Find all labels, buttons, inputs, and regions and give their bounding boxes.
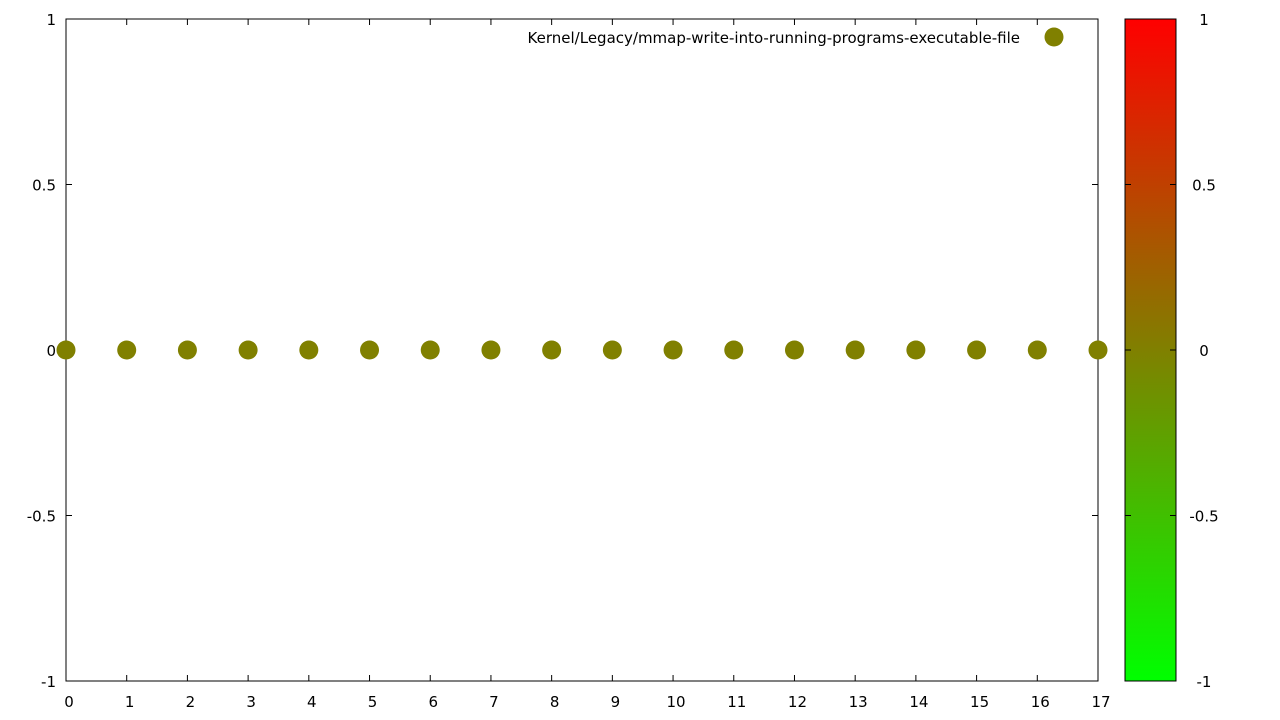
legend: Kernel/Legacy/mmap-write-into-running-pr… — [528, 27, 1064, 47]
y-tick-label: -1 — [41, 673, 56, 691]
colorbar-tick-label: -0.5 — [1189, 508, 1218, 526]
x-tick-label: 6 — [428, 693, 438, 711]
x-tick-label: 15 — [970, 693, 989, 711]
data-point — [238, 340, 258, 360]
plot-border — [65, 18, 1099, 682]
data-point — [177, 340, 197, 360]
data-point — [784, 340, 804, 360]
x-tick-label: 4 — [307, 693, 317, 711]
x-tick-label: 17 — [1091, 693, 1110, 711]
data-points — [56, 340, 1108, 360]
data-point — [117, 340, 137, 360]
x-tick-label: 14 — [909, 693, 928, 711]
x-tick-label: 5 — [368, 693, 378, 711]
x-tick-label: 8 — [550, 693, 560, 711]
colorbar-gradient — [1124, 18, 1177, 682]
x-tick-label: 0 — [64, 693, 74, 711]
data-point — [845, 340, 865, 360]
legend-marker — [1044, 27, 1064, 47]
x-tick-label: 16 — [1031, 693, 1050, 711]
x-tick-label: 12 — [788, 693, 807, 711]
x-tick-label: 2 — [186, 693, 196, 711]
x-tick-label: 1 — [125, 693, 135, 711]
data-point — [602, 340, 622, 360]
plot-area: 0 1 2 3 4 5 6 7 8 9 10 11 12 13 14 15 16 17-1-0.500.51 — [27, 11, 1111, 711]
y-tick-label: 1 — [46, 11, 56, 29]
colorbar-tick-label: -1 — [1197, 673, 1212, 691]
colorbar-tick-label: 0.5 — [1192, 177, 1216, 195]
x-tick-label: 3 — [246, 693, 256, 711]
data-point — [906, 340, 926, 360]
data-point — [56, 340, 76, 360]
data-point — [481, 340, 501, 360]
data-point — [1088, 340, 1108, 360]
data-point — [967, 340, 987, 360]
data-point — [663, 340, 683, 360]
x-tick-label: 11 — [727, 693, 746, 711]
x-tick-label: 13 — [849, 693, 868, 711]
data-point — [542, 340, 562, 360]
y-tick-label: 0.5 — [32, 177, 56, 195]
colorbar-tick-label: 1 — [1199, 11, 1209, 29]
colorbar-tick-label: 0 — [1199, 342, 1209, 360]
x-tick-label: 9 — [611, 693, 621, 711]
x-tick-label: 10 — [667, 693, 686, 711]
data-point — [1027, 340, 1047, 360]
data-point — [724, 340, 744, 360]
data-point — [420, 340, 440, 360]
legend-label: Kernel/Legacy/mmap-write-into-running-pr… — [528, 29, 1020, 47]
y-tick-label: -0.5 — [27, 508, 56, 526]
colorbar: -1 -0.5 0 0.5 1 — [1124, 11, 1219, 691]
x-tick-label: 7 — [489, 693, 499, 711]
data-point — [299, 340, 319, 360]
data-point — [360, 340, 380, 360]
y-tick-label: 0 — [46, 342, 56, 360]
